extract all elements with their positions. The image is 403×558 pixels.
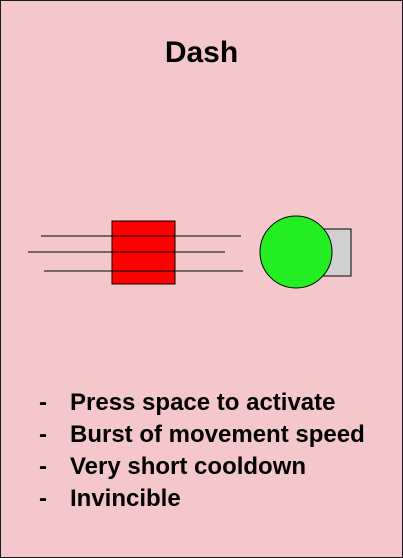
feature-item: - Burst of movement speed [39,419,379,451]
ability-title: Dash [164,36,239,69]
bullet-dash: - [39,453,47,480]
feature-text: Press space to activate [70,389,336,416]
feature-text: Burst of movement speed [70,421,365,448]
feature-text: Invincible [70,485,181,512]
feature-item: - Very short cooldown [39,451,379,483]
orb-circle [259,215,333,289]
feature-text: Very short cooldown [70,453,307,480]
feature-list: - Press space to activate - Burst of mov… [39,387,379,515]
bullet-dash: - [39,485,47,512]
feature-item: - Invincible [39,483,379,515]
bullet-dash: - [39,421,47,448]
bullet-dash: - [39,389,47,416]
feature-item: - Press space to activate [39,387,379,419]
